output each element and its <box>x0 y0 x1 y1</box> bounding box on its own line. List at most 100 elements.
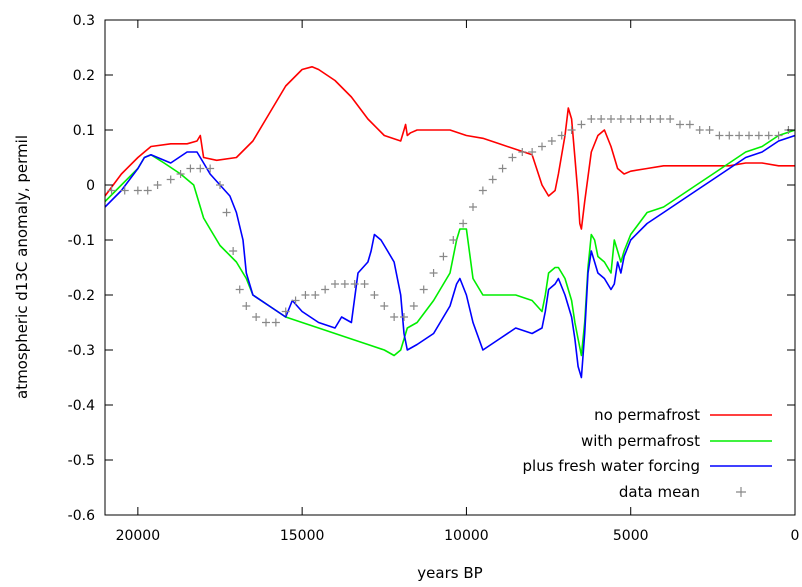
x-tick-label: 5000 <box>613 528 649 544</box>
data-point <box>754 131 763 140</box>
data-point <box>478 186 487 195</box>
data-point <box>469 203 477 211</box>
data-point <box>577 120 586 129</box>
y-tick-label: -0.3 <box>68 343 95 359</box>
data-point <box>340 280 349 288</box>
series-data-mean <box>107 115 793 327</box>
data-point <box>262 318 270 327</box>
data-point <box>745 131 753 140</box>
y-tick-label: 0 <box>86 178 95 194</box>
y-axis: 0.3 0.2 0.1 0 -0.1 -0.2 -0.3 -0.4 -0.5 -0.6 <box>68 13 795 524</box>
series-line-plus-fresh-water-forcing <box>105 134 795 379</box>
series-line-with-permafrost <box>105 129 795 357</box>
x-axis-title: years BP <box>417 564 482 582</box>
y-tick-label: 0.2 <box>73 68 95 84</box>
data-point <box>646 115 655 123</box>
data-point <box>656 115 665 123</box>
data-point <box>186 164 195 173</box>
y-tick-label: -0.4 <box>68 398 95 414</box>
data-point <box>666 115 675 123</box>
data-point <box>567 126 576 134</box>
data-point <box>229 247 238 255</box>
data-point <box>685 120 694 129</box>
data-point <box>252 313 261 321</box>
data-point <box>390 313 399 321</box>
data-point <box>449 236 458 244</box>
legend-swatch <box>736 487 746 497</box>
data-point <box>281 307 290 316</box>
series-layer <box>105 66 795 379</box>
data-point <box>459 219 468 228</box>
data-point <box>291 296 300 305</box>
data-point <box>498 164 507 173</box>
x-tick-label: 20000 <box>116 528 161 544</box>
x-tick-label: 10000 <box>444 528 489 544</box>
data-point <box>166 175 175 184</box>
data-point <box>429 269 438 277</box>
y-tick-label: 0.1 <box>73 123 95 139</box>
data-point <box>370 291 379 299</box>
data-point <box>557 131 566 140</box>
data-point <box>400 313 408 321</box>
data-point <box>380 302 389 310</box>
y-tick-label: -0.2 <box>68 288 95 304</box>
data-point <box>331 280 339 288</box>
data-point <box>143 186 152 195</box>
plot-frame <box>104 19 796 516</box>
data-point <box>120 186 129 195</box>
legend-label: with permafrost <box>581 432 700 450</box>
data-point <box>235 285 244 294</box>
x-tick-label: 15000 <box>280 528 325 544</box>
data-point <box>715 131 724 140</box>
data-point <box>597 115 606 123</box>
data-point <box>222 208 231 217</box>
data-point <box>206 164 215 173</box>
data-point <box>439 252 448 261</box>
data-point <box>735 131 744 140</box>
data-point <box>409 302 418 310</box>
legend-label: data mean <box>619 483 700 501</box>
data-point <box>538 142 546 151</box>
data-point <box>350 280 359 288</box>
data-point <box>419 285 428 294</box>
data-point <box>360 280 369 288</box>
data-point <box>216 181 224 189</box>
x-axis: 20000 15000 10000 5000 0 <box>116 20 800 544</box>
data-point <box>508 153 517 162</box>
data-point <box>636 115 645 123</box>
data-point <box>301 291 310 299</box>
data-point <box>725 131 734 140</box>
data-point <box>271 318 280 327</box>
y-axis-title: atmospheric d13C anomaly, permil <box>13 135 31 399</box>
data-point <box>518 148 527 156</box>
data-point <box>196 164 205 173</box>
legend-label: no permafrost <box>594 406 700 424</box>
data-point <box>626 115 635 123</box>
data-point <box>676 120 684 129</box>
data-point <box>616 115 625 123</box>
legend-label: plus fresh water forcing <box>523 457 700 475</box>
legend: no permafrost with permafrost plus fresh w… <box>523 406 772 501</box>
series-line-no-permafrost <box>105 66 795 230</box>
data-point <box>764 131 773 140</box>
x-tick-label: 0 <box>791 528 800 544</box>
data-point <box>153 181 162 189</box>
data-point <box>321 285 330 294</box>
data-point <box>695 126 704 134</box>
data-point <box>528 148 537 156</box>
data-point <box>774 131 783 140</box>
data-point <box>587 115 596 123</box>
y-tick-label: -0.1 <box>68 233 95 249</box>
data-point <box>547 137 556 145</box>
data-point <box>311 291 320 299</box>
y-tick-label: 0.3 <box>73 13 95 29</box>
data-point <box>488 175 497 184</box>
data-point <box>705 126 714 134</box>
data-point <box>107 186 116 195</box>
data-point <box>242 302 251 310</box>
y-tick-label: -0.6 <box>68 508 95 524</box>
y-tick-label: -0.5 <box>68 453 95 469</box>
data-point <box>607 115 615 123</box>
data-point <box>176 170 185 178</box>
